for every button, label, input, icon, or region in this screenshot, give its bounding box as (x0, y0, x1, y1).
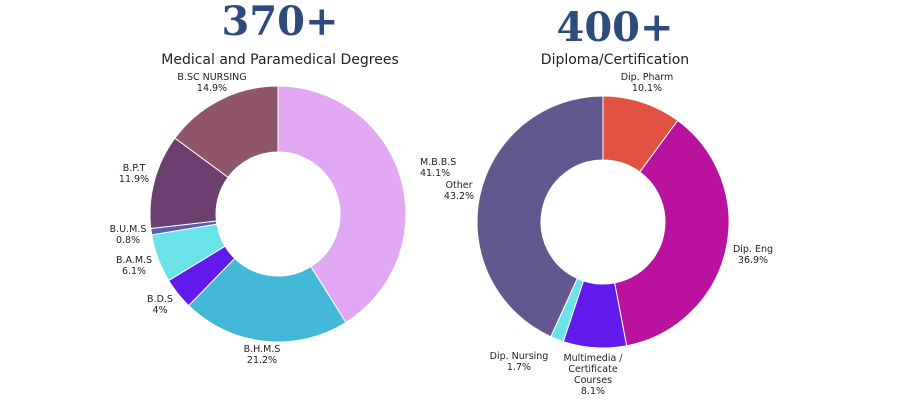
donut-chart: M.B.B.S 41.1% B.H.M.S 21.2% B.D.S 4% B.A.M.S 6.… (110, 72, 457, 366)
chart-big-number: 370+ (221, 0, 339, 45)
donut-slice-other (476, 95, 604, 338)
chart-big-number: 400+ (556, 4, 674, 51)
slice-label: Dip. Nursing 1.7% (490, 351, 549, 373)
chart-title: Medical and Paramedical Degrees (161, 52, 399, 68)
slice-label: M.B.B.S 41.1% (420, 157, 456, 179)
slice-label: B.P.T 11.9% (119, 163, 149, 185)
slice-label: B.U.M.S 0.8% (110, 224, 147, 246)
chart-medical-degrees: 370+ Medical and Paramedical Degrees M.B… (110, 0, 457, 403)
slice-label: Dip. Eng 36.9% (733, 244, 773, 266)
donut-slice-m-b-b-s (277, 85, 407, 324)
donut-slice-dip-eng (614, 119, 730, 347)
slice-label: B.SC NURSING 14.9% (177, 72, 246, 94)
donut-slice-b-h-m-s (187, 257, 347, 343)
chart-title: Diploma/Certification (540, 52, 690, 68)
donut-slice-b-sc-nursing (174, 85, 279, 178)
slice-label: B.D.S 4% (147, 294, 173, 316)
slice-label: B.A.M.S 6.1% (116, 255, 152, 277)
chart-diploma-certification: 400+ Diploma/Certification Dip. Pharm 10.… (444, 0, 775, 403)
slice-label: Dip. Pharm 10.1% (621, 72, 674, 94)
slice-label: Multimedia / Certificate Courses 8.1% (563, 353, 623, 397)
slice-label: B.H.M.S 21.2% (244, 344, 281, 366)
slice-label: Other 43.2% (444, 180, 474, 202)
donut-chart: Dip. Pharm 10.1% Dip. Eng 36.9% Multimedia /… (444, 72, 773, 397)
